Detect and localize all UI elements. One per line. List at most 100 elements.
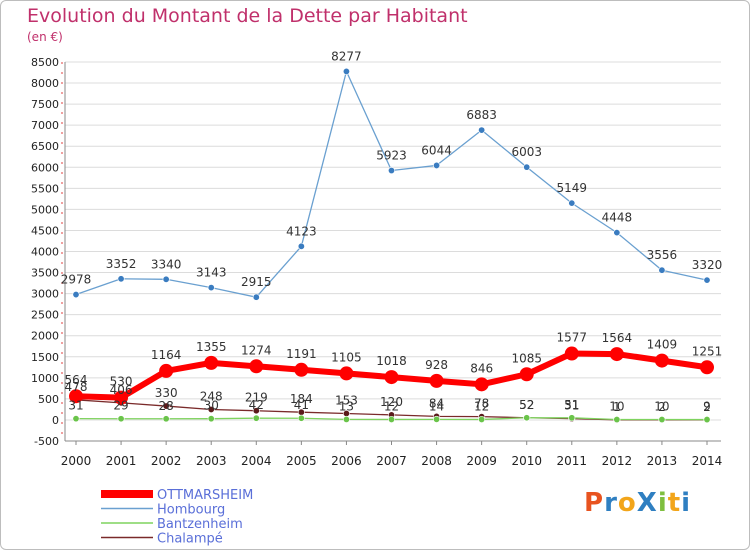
data-label: 12 bbox=[474, 399, 489, 413]
y-tick-label: 6000 bbox=[31, 161, 59, 174]
data-point bbox=[114, 390, 129, 405]
data-label: 406 bbox=[110, 383, 133, 397]
data-label: 219 bbox=[245, 391, 268, 405]
data-point bbox=[252, 407, 260, 415]
data-point bbox=[564, 346, 579, 361]
legend-label: Chalampé bbox=[157, 532, 223, 547]
x-tick-label: 2002 bbox=[151, 454, 182, 468]
data-point bbox=[568, 199, 576, 207]
proxiti-logo: ProXiti bbox=[584, 488, 692, 518]
y-tick-label: 7000 bbox=[31, 119, 59, 132]
data-point bbox=[387, 167, 395, 175]
y-tick-label: 5500 bbox=[31, 182, 59, 195]
data-point bbox=[162, 275, 170, 283]
data-point bbox=[568, 414, 576, 422]
data-label: 9 bbox=[703, 400, 711, 414]
data-label: 1274 bbox=[241, 343, 272, 357]
data-point bbox=[117, 415, 125, 423]
y-tick-label: 0 bbox=[52, 414, 59, 427]
data-point bbox=[703, 416, 711, 424]
data-label: 1564 bbox=[602, 331, 633, 345]
data-label: 1251 bbox=[692, 344, 723, 358]
data-label: 1105 bbox=[331, 350, 362, 364]
data-point bbox=[342, 415, 350, 423]
data-label: 3320 bbox=[692, 258, 723, 272]
y-tick-label: 4500 bbox=[31, 224, 59, 237]
data-label: 14 bbox=[429, 399, 444, 413]
data-point bbox=[474, 377, 489, 392]
x-tick-label: 2008 bbox=[421, 454, 452, 468]
data-label: 51 bbox=[564, 398, 579, 412]
legend-label: Hombourg bbox=[157, 503, 225, 518]
data-point bbox=[207, 284, 215, 292]
y-tick-label: 5000 bbox=[31, 203, 59, 216]
x-tick-label: 2014 bbox=[692, 454, 723, 468]
data-point bbox=[204, 355, 219, 370]
x-tick-label: 2011 bbox=[557, 454, 588, 468]
data-label: 1085 bbox=[511, 351, 542, 365]
y-tick-label: 2500 bbox=[31, 309, 59, 322]
data-point bbox=[658, 416, 666, 424]
data-label: 78 bbox=[474, 397, 489, 411]
x-tick-label: 2005 bbox=[286, 454, 317, 468]
x-tick-label: 2003 bbox=[196, 454, 227, 468]
x-tick-label: 2004 bbox=[241, 454, 272, 468]
data-label: 2 bbox=[658, 400, 666, 414]
data-point bbox=[429, 373, 444, 388]
y-tick-label: 3500 bbox=[31, 267, 59, 280]
data-point bbox=[654, 353, 669, 368]
data-point bbox=[249, 359, 264, 374]
data-point bbox=[658, 266, 666, 274]
y-tick-label: 8000 bbox=[31, 77, 59, 90]
y-tick-label: 1500 bbox=[31, 351, 59, 364]
data-point bbox=[609, 347, 624, 362]
data-label: 530 bbox=[110, 375, 133, 389]
data-label: 2915 bbox=[241, 275, 272, 289]
data-point bbox=[478, 126, 486, 134]
data-label: 28 bbox=[159, 399, 174, 413]
data-label: 3556 bbox=[647, 248, 678, 262]
data-label: 153 bbox=[335, 394, 358, 408]
data-label: 1409 bbox=[647, 338, 678, 352]
data-label: 5923 bbox=[376, 149, 407, 163]
data-point bbox=[69, 389, 83, 404]
data-label: 10 bbox=[654, 400, 669, 414]
data-point bbox=[523, 163, 531, 171]
x-tick-label: 2010 bbox=[511, 454, 542, 468]
data-point bbox=[162, 402, 170, 410]
x-tick-label: 2001 bbox=[106, 454, 137, 468]
data-label: 4123 bbox=[286, 224, 317, 238]
x-tick-label: 2012 bbox=[602, 454, 633, 468]
data-label: 846 bbox=[470, 361, 493, 375]
y-tick-label: 6500 bbox=[31, 140, 59, 153]
data-label: 84 bbox=[429, 396, 444, 410]
data-label: 5149 bbox=[557, 181, 588, 195]
data-label: 564 bbox=[65, 373, 88, 387]
chart-subtitle: (en €) bbox=[27, 30, 63, 44]
data-point bbox=[342, 67, 350, 75]
x-tick-label: 2009 bbox=[466, 454, 497, 468]
data-label: 1 bbox=[613, 400, 621, 414]
data-label: 1191 bbox=[286, 347, 317, 361]
data-point bbox=[72, 291, 80, 299]
data-point bbox=[613, 416, 621, 424]
data-point bbox=[700, 360, 714, 375]
data-label: 928 bbox=[425, 358, 448, 372]
data-point bbox=[523, 414, 531, 422]
x-tick-label: 2006 bbox=[331, 454, 362, 468]
data-label: 248 bbox=[200, 390, 223, 404]
x-tick-label: 2007 bbox=[376, 454, 407, 468]
data-point bbox=[159, 363, 174, 378]
data-label: 30 bbox=[204, 399, 219, 413]
data-label: 2 bbox=[703, 400, 711, 414]
data-point bbox=[339, 366, 354, 381]
y-tick-label: 7500 bbox=[31, 98, 59, 111]
data-label: 31 bbox=[68, 399, 83, 413]
data-point bbox=[387, 415, 395, 423]
data-point bbox=[384, 370, 399, 385]
data-label: 184 bbox=[290, 392, 313, 406]
data-label: 3143 bbox=[196, 266, 227, 280]
data-point bbox=[72, 415, 80, 423]
chart-title: Evolution du Montant de la Dette par Hab… bbox=[27, 5, 468, 27]
